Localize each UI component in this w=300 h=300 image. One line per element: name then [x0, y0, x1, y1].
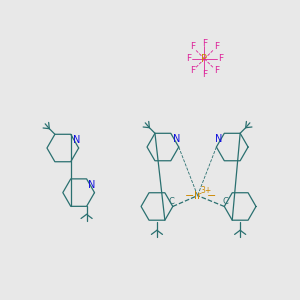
Text: P: P — [202, 54, 208, 64]
Text: C: C — [168, 197, 174, 206]
Text: F: F — [186, 54, 191, 63]
Text: N: N — [88, 180, 96, 190]
Text: F: F — [202, 70, 207, 79]
Text: −: − — [207, 190, 216, 201]
Text: F: F — [190, 43, 195, 52]
Text: F: F — [214, 43, 219, 52]
Text: Ir: Ir — [194, 190, 201, 201]
Text: F: F — [202, 38, 207, 47]
Text: F: F — [218, 54, 223, 63]
Text: C: C — [223, 197, 229, 206]
Text: −: − — [185, 190, 194, 201]
Text: F: F — [214, 66, 219, 75]
Text: N: N — [73, 135, 80, 145]
Text: N: N — [215, 134, 222, 144]
Text: 3+: 3+ — [201, 186, 212, 195]
Text: N: N — [173, 134, 180, 144]
Text: F: F — [190, 66, 195, 75]
